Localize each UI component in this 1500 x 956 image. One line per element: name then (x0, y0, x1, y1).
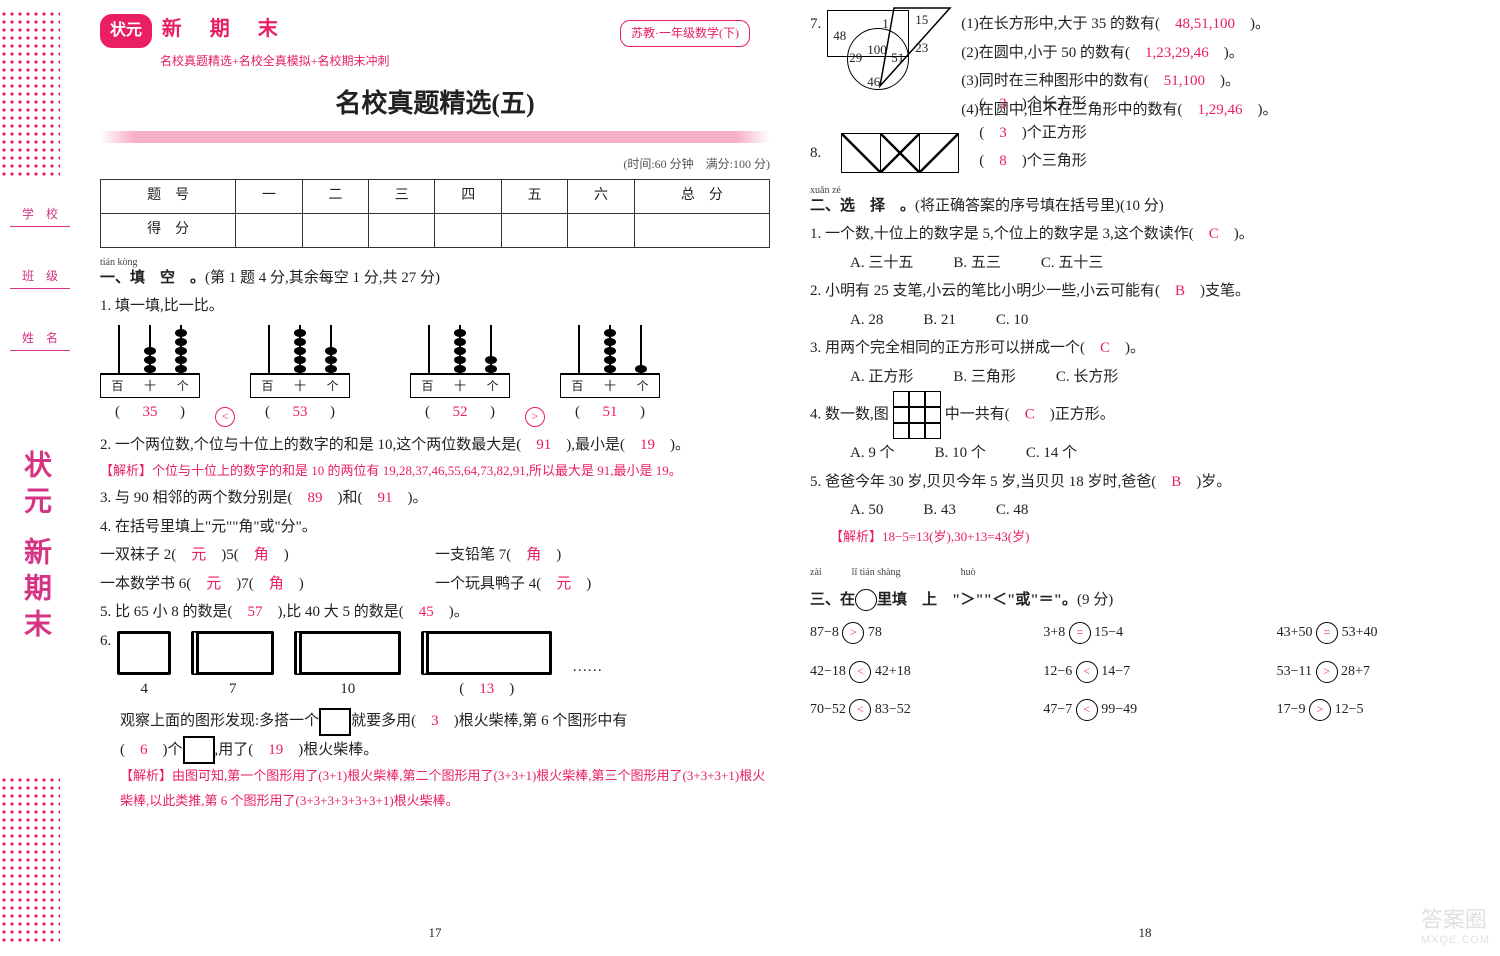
q3: 3. 与 90 相邻的两个数分别是( 89 )和( 91 )。 (100, 484, 770, 513)
label-school: 学 校 (10, 185, 70, 227)
header-row: 状元 新 期 末 苏教·一年级数学(下) (100, 10, 770, 48)
compare-cell: 17−9 > 12−5 (1277, 697, 1480, 724)
page-left: 状元 新 期 末 苏教·一年级数学(下) 名校真题精选+名校全真模拟+名校期末冲… (100, 10, 770, 946)
label-class: 班 级 (10, 247, 70, 289)
watermark: 答案圈 MXQE.COM (1421, 902, 1490, 946)
q6-text2: ( 6 )个,用了( 19 )根火柴棒。 (120, 736, 770, 765)
th: 总 分 (634, 180, 769, 214)
q7: 7. 48 1 15 100 51 29 46 23 (1)在长方形中,大于 3… (810, 10, 1480, 124)
q2-solution: 【解析】个位与十位上的数字的和是 10 的两位有 19,28,37,46,55,… (100, 459, 770, 484)
compare-cell: 47−7 < 99−49 (1043, 697, 1246, 724)
td: 得 分 (101, 213, 236, 247)
td (501, 213, 567, 247)
s2q2: 2. 小明有 25 支笔,小云的笔比小明少一些,小云可能有( B )支笔。 (810, 277, 1480, 306)
title-underline (100, 131, 770, 143)
s2q1: 1. 一个数,十位上的数字是 5,个位上的数字是 3,这个数读作( C )。 (810, 220, 1480, 249)
page-number: 18 (810, 921, 1480, 946)
q4: 4. 在括号里填上"元""角"或"分"。 (100, 513, 770, 542)
decoration-dots-top (0, 10, 60, 180)
abacus: 百十个 ( 52 ) (410, 325, 510, 427)
s2q3-opts: A. 正方形B. 三角形C. 长方形 (850, 363, 1480, 392)
s2q1-opts: A. 三十五B. 五三C. 五十三 (850, 249, 1480, 278)
score-header-row: 题 号 一 二 三 四 五 六 总 分 (101, 180, 770, 214)
q6: 6. 4 7 10 ( 13 ) …… (100, 627, 770, 708)
compare-cell: 53−11 > 28+7 (1277, 659, 1480, 686)
s2q5-solution: 【解析】18−5=13(岁),30+13=43(岁) (830, 525, 1480, 550)
compare-cell: 12−6 < 14−7 (1043, 659, 1246, 686)
page-number: 17 (100, 921, 770, 946)
q4-row2: 一本数学书 6( 元 )7( 角 ) 一个玩具鸭子 4( 元 ) (100, 570, 770, 599)
s2q5: 5. 爸爸今年 30 岁,贝贝今年 5 岁,当贝贝 18 岁时,爸爸( B )岁… (810, 468, 1480, 497)
venn-diagram: 48 1 15 100 51 29 46 23 (827, 10, 947, 100)
th: 四 (435, 180, 501, 214)
q5: 5. 比 65 小 8 的数是( 57 ),比 40 大 5 的数是( 45 )… (100, 598, 770, 627)
th: 一 (236, 180, 302, 214)
q2: 2. 一个两位数,个位与十位上的数字的和是 10,这个两位数最大是( 91 ),… (100, 431, 770, 460)
compare-cell: 3+8 = 15−4 (1043, 620, 1246, 647)
td (568, 213, 634, 247)
compare-cell: 42−18 < 42+18 (810, 659, 1013, 686)
compare-cell: 43+50 = 53+40 (1277, 620, 1480, 647)
th: 六 (568, 180, 634, 214)
abacus: 百十个 ( 53 ) (250, 325, 350, 427)
series-title: 新 期 末 (162, 18, 282, 40)
watermark-text: 答案圈 (1421, 907, 1487, 932)
q4-row1: 一双袜子 2( 元 )5( 角 ) 一支铅笔 7( 角 ) (100, 541, 770, 570)
vertical-title: 状元 新期末 (15, 450, 55, 645)
section1-heading: 一、填 空 。(第 1 题 4 分,其余每空 1 分,共 27 分) (100, 264, 770, 293)
s2q4-opts: A. 9 个B. 10 个C. 14 个 (850, 439, 1480, 468)
decoration-dots-bottom (0, 776, 60, 946)
s2q4: 4. 数一数,图中一共有( C )正方形。 (810, 391, 1480, 439)
grid-icon (893, 391, 941, 439)
abacus: 百十个 ( 51 ) (560, 325, 660, 427)
series-badge: 状元 (100, 14, 152, 48)
s2q3: 3. 用两个完全相同的正方形可以拼成一个( C )。 (810, 334, 1480, 363)
td (634, 213, 769, 247)
s2q5-opts: A. 50B. 43C. 48 (850, 496, 1480, 525)
shapes-figure (841, 133, 959, 173)
edition-badge: 苏教·一年级数学(下) (620, 20, 750, 47)
watermark-url: MXQE.COM (1421, 934, 1490, 946)
td (435, 213, 501, 247)
td (302, 213, 368, 247)
section3-heading: zài lǐ tián shàng huò 三、在里填 上 "＞""＜"或"＝"… (810, 557, 1480, 614)
abacus: 百十个 ( 35 ) (100, 325, 200, 427)
score-value-row: 得 分 (101, 213, 770, 247)
td (236, 213, 302, 247)
q8: 8. ( 3 )个长方形 ( 3 )个正方形 ( 8 )个三角形 (810, 130, 1480, 176)
th: 五 (501, 180, 567, 214)
compare-cell: 87−8 > 78 (810, 620, 1013, 647)
s2q2-opts: A. 28B. 21C. 10 (850, 306, 1480, 335)
abacus-row: 百十个 ( 35 ) < 百十个 ( 53 ) 百十个 ( 52 ) > 百十个… (100, 325, 770, 427)
compare-grid: 87−8 > 78 3+8 = 15−4 43+50 = 53+40 42−18 < … (810, 620, 1480, 724)
score-table: 题 号 一 二 三 四 五 六 总 分 得 分 (100, 179, 770, 247)
compare-cell: 70−52 < 83−52 (810, 697, 1013, 724)
q6-solution: 【解析】由图可知,第一个图形用了(3+1)根火柴棒,第二个图形用了(3+3+1)… (120, 764, 770, 813)
q1: 1. 填一填,比一比。 (100, 292, 770, 321)
side-labels: 学 校 班 级 姓 名 (10, 185, 70, 371)
compare-circle: > (525, 407, 545, 427)
page-right: 7. 48 1 15 100 51 29 46 23 (1)在长方形中,大于 3… (810, 10, 1480, 946)
timing: (时间:60 分钟 满分:100 分) (100, 153, 770, 176)
th: 三 (369, 180, 435, 214)
main-title: 名校真题精选(五) (100, 79, 770, 128)
section2-heading: 二、选 择 。(将正确答案的序号填在括号里)(10 分) (810, 192, 1480, 221)
series-subtitle: 名校真题精选+名校全真模拟+名校期末冲刺 (160, 50, 770, 73)
label-name: 姓 名 (10, 309, 70, 351)
th: 二 (302, 180, 368, 214)
compare-circle: < (215, 407, 235, 427)
q6-text: 观察上面的图形发现:多搭一个就要多用( 3 )根火柴棒,第 6 个图形中有 (120, 707, 770, 736)
th: 题 号 (101, 180, 236, 214)
td (369, 213, 435, 247)
